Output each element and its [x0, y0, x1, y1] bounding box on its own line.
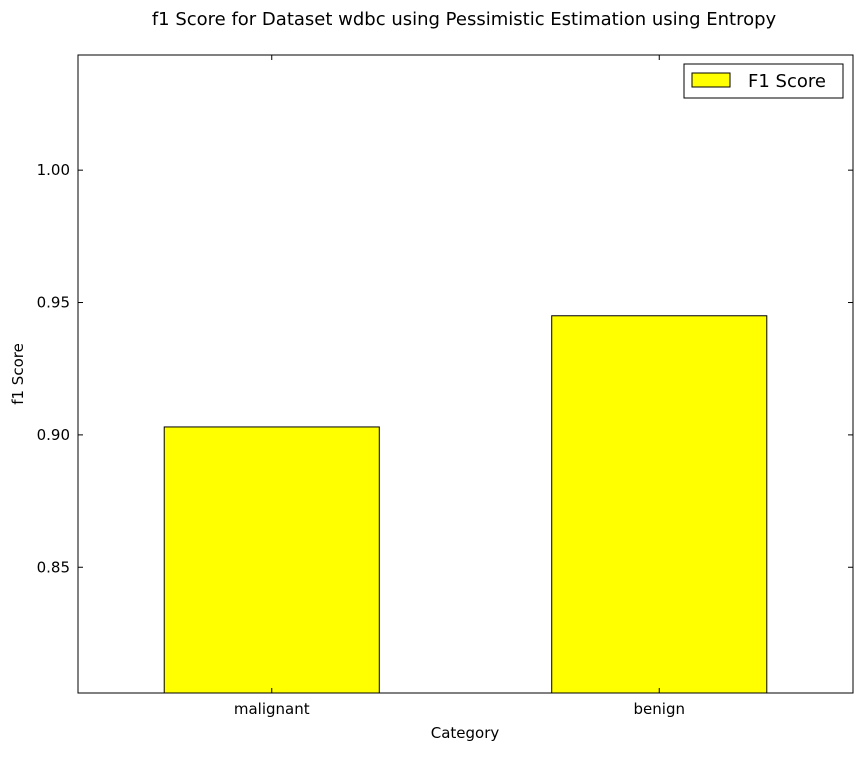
bar-benign	[551, 315, 768, 694]
legend-label: F1 Score	[748, 71, 826, 92]
legend: F1 Score	[683, 63, 844, 99]
plot-area-frame	[77, 54, 854, 694]
x-axis-label: Category	[431, 724, 500, 742]
ticks-layer: malignant benign 0.85 0.90 0.95 1.00	[37, 55, 853, 718]
y-tick-label: 0.90	[37, 426, 70, 444]
y-tick-label: 0.85	[37, 558, 70, 576]
legend-swatch	[691, 72, 731, 88]
x-tick-label-malignant: malignant	[234, 700, 310, 718]
x-tick-label-benign: benign	[634, 700, 685, 718]
chart-title: f1 Score for Dataset wdbc using Pessimis…	[152, 9, 777, 30]
y-axis-label: f1 Score	[9, 343, 27, 405]
bars-layer	[163, 315, 768, 694]
y-tick-label: 0.95	[37, 294, 70, 312]
y-tick-label: 1.00	[37, 161, 70, 179]
bar-malignant	[163, 426, 380, 694]
